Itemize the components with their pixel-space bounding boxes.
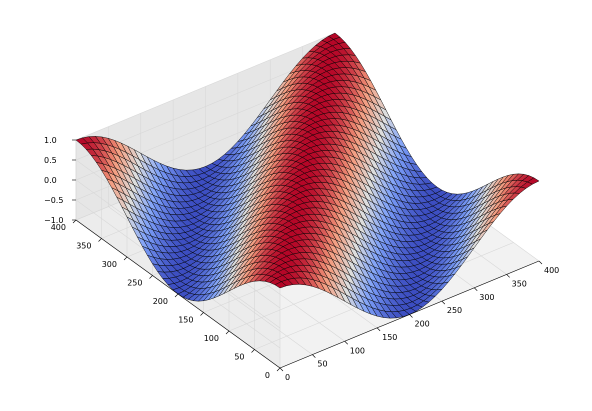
x-tick-mark bbox=[409, 314, 413, 318]
surface-facet bbox=[527, 177, 540, 185]
x-tick-label: 100 bbox=[350, 346, 365, 355]
z-tick-label: −1.0 bbox=[44, 216, 63, 225]
x-tick-mark bbox=[279, 367, 284, 372]
x-tick-mark bbox=[344, 341, 348, 345]
y-tick-mark bbox=[98, 238, 102, 242]
y-tick-mark bbox=[251, 349, 255, 353]
x-tick-mark bbox=[506, 274, 510, 278]
y-tick-label: 0 bbox=[265, 371, 270, 380]
y-tick-mark bbox=[149, 275, 153, 279]
y-tick-mark bbox=[123, 256, 128, 261]
y-tick-label: 400 bbox=[51, 223, 66, 232]
x-tick-label: 0 bbox=[285, 373, 290, 382]
y-tick-label: 350 bbox=[76, 242, 91, 251]
y-tick-mark bbox=[276, 367, 281, 372]
y-tick-label: 100 bbox=[204, 334, 219, 343]
z-tick-label: 0.5 bbox=[44, 156, 57, 165]
axis-ticks: 0 50 100 150 200 250 300 350 400 0 50 100 150 200 250 3… bbox=[44, 136, 559, 382]
y-tick-mark bbox=[72, 219, 77, 224]
x-tick-mark bbox=[312, 354, 316, 358]
x-tick-label: 300 bbox=[479, 293, 494, 302]
x-tick-mark bbox=[441, 300, 446, 305]
surface-mesh bbox=[75, 32, 540, 319]
x-tick-label: 250 bbox=[447, 306, 462, 315]
x-tick-mark bbox=[376, 327, 381, 332]
y-tick-label: 250 bbox=[127, 279, 142, 288]
x-tick-mark bbox=[538, 260, 543, 265]
y-tick-mark bbox=[225, 330, 230, 335]
x-tick-label: 400 bbox=[544, 266, 559, 275]
z-tick-label: 0.0 bbox=[44, 176, 57, 185]
x-tick-label: 50 bbox=[317, 360, 327, 369]
y-tick-label: 300 bbox=[102, 260, 117, 269]
y-tick-label: 50 bbox=[234, 353, 244, 362]
x-tick-label: 200 bbox=[415, 320, 430, 329]
z-tick-label: −0.5 bbox=[44, 196, 63, 205]
x-tick-label: 150 bbox=[382, 333, 397, 342]
y-tick-mark bbox=[200, 312, 204, 316]
y-tick-mark bbox=[174, 293, 179, 298]
y-tick-label: 150 bbox=[178, 316, 193, 325]
x-tick-mark bbox=[474, 287, 478, 291]
z-tick-label: 1.0 bbox=[44, 136, 57, 145]
y-tick-label: 200 bbox=[153, 297, 168, 306]
x-tick-label: 350 bbox=[512, 279, 527, 288]
